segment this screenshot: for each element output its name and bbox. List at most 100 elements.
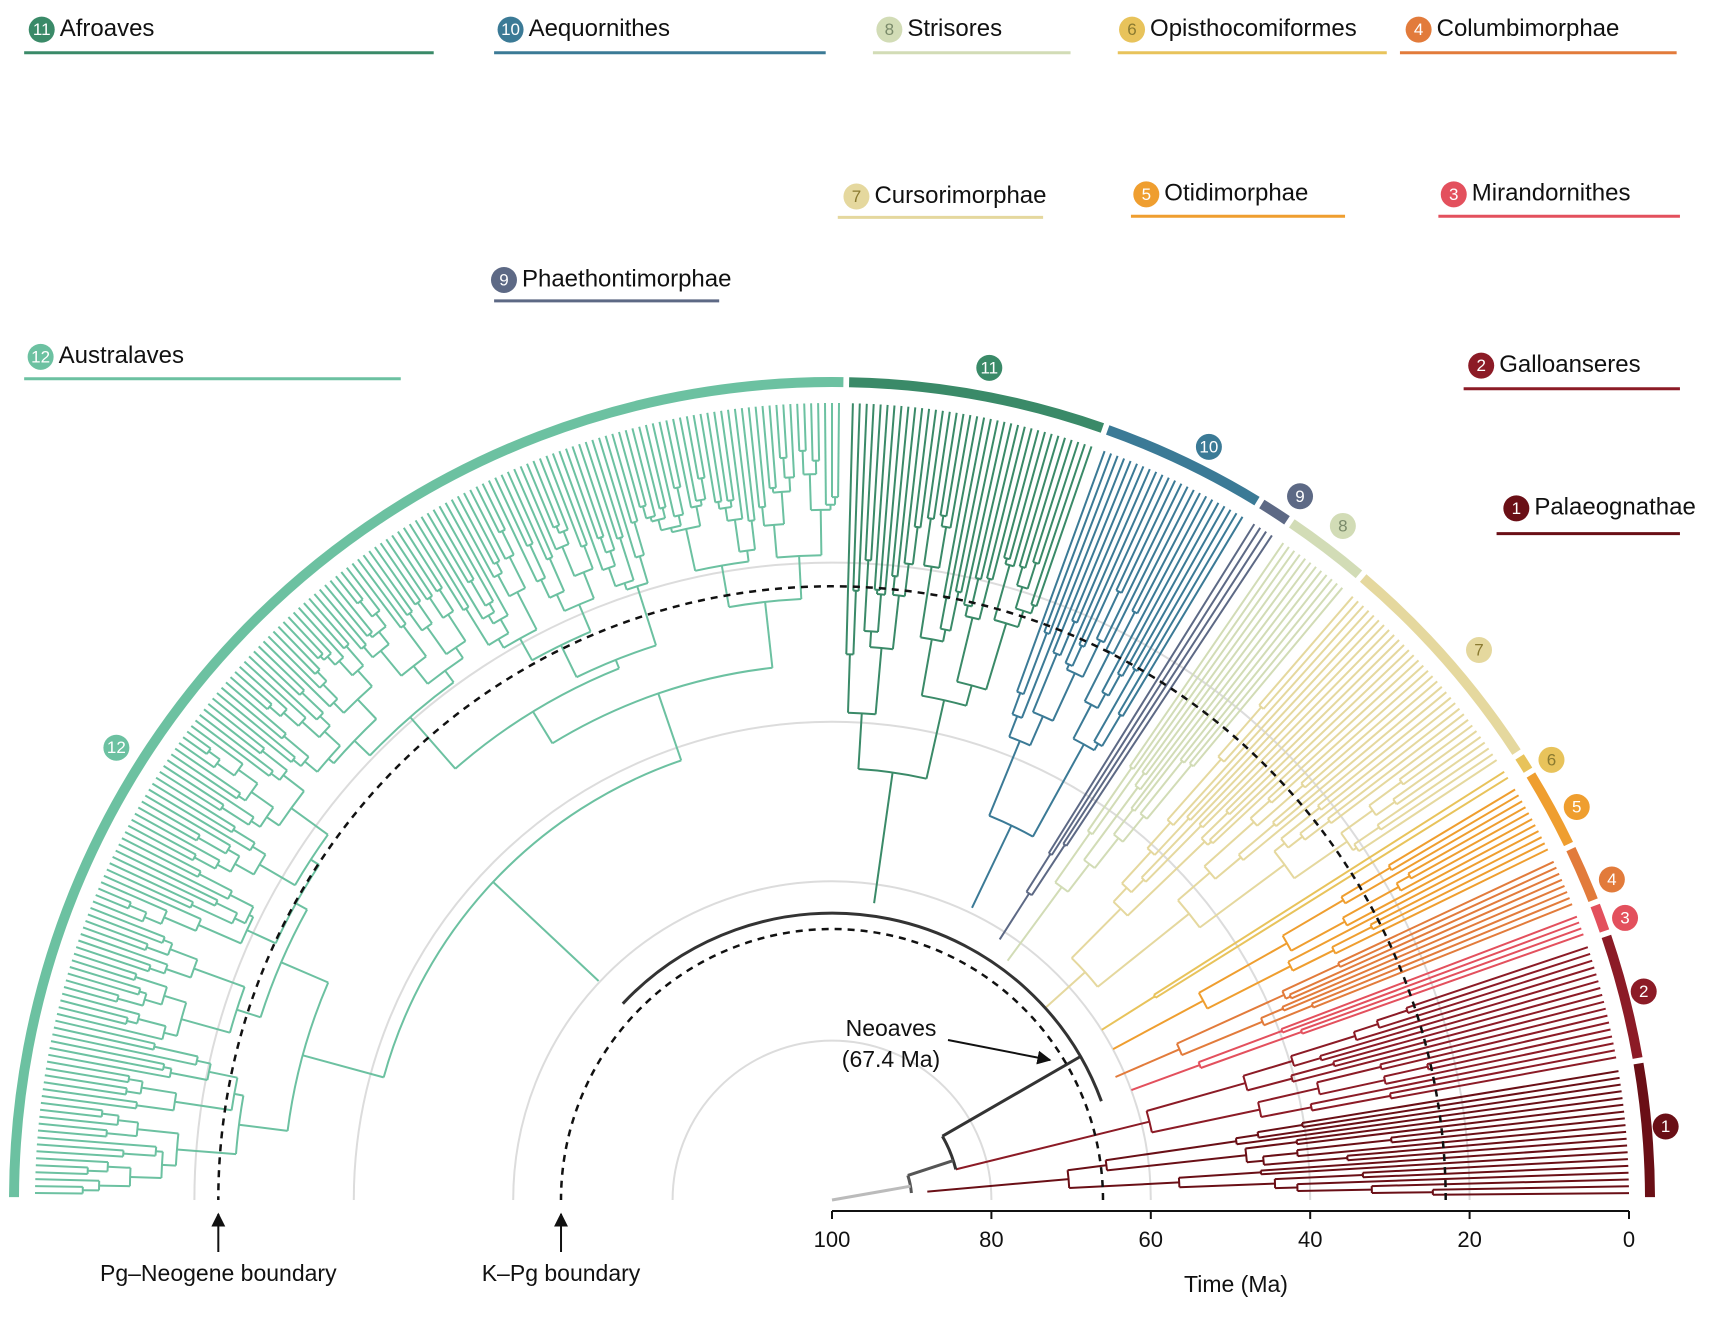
branch	[1334, 848, 1549, 955]
branch	[73, 952, 137, 975]
branch	[1293, 840, 1348, 880]
branch	[379, 542, 422, 602]
clade-number: 2	[1476, 356, 1485, 375]
branch	[1146, 1082, 1246, 1112]
branch	[1246, 1159, 1264, 1164]
branch	[121, 837, 199, 878]
branch	[170, 753, 238, 800]
branch	[1289, 872, 1560, 996]
branch	[71, 959, 135, 982]
branch	[436, 587, 443, 593]
branch	[727, 409, 744, 519]
branch	[1062, 531, 1267, 845]
clade-badge	[1405, 16, 1432, 43]
branch	[1067, 1164, 1107, 1172]
branch	[163, 994, 187, 1004]
branch	[798, 555, 803, 600]
branch	[353, 739, 371, 757]
branch	[282, 621, 319, 660]
branch	[213, 758, 221, 768]
branch	[117, 1119, 139, 1124]
branch	[297, 717, 307, 727]
clade-number: 12	[31, 347, 50, 366]
branch	[318, 588, 367, 646]
branch	[591, 439, 624, 538]
branch	[1371, 1178, 1629, 1188]
branch	[301, 721, 320, 739]
branch	[193, 967, 245, 988]
branch	[1207, 840, 1212, 846]
branch	[896, 407, 917, 577]
branch	[1390, 1137, 1393, 1143]
branch	[782, 457, 786, 478]
branch	[651, 517, 666, 523]
branch	[1257, 1124, 1303, 1134]
branch	[234, 863, 255, 876]
branch	[1281, 935, 1293, 952]
branch	[280, 961, 329, 984]
branch	[1282, 921, 1580, 1034]
branch	[109, 862, 194, 904]
branch	[631, 428, 657, 517]
branch	[162, 1063, 166, 1071]
branch	[87, 1169, 108, 1173]
clade-badge	[1466, 637, 1493, 664]
branch	[126, 1090, 141, 1095]
branch	[940, 515, 945, 527]
branch	[266, 703, 273, 710]
branch	[310, 858, 320, 866]
branch	[1283, 891, 1568, 1012]
branch	[412, 665, 429, 685]
branch	[1300, 782, 1306, 789]
branch	[160, 910, 168, 925]
branch	[48, 1053, 170, 1079]
branch	[1130, 566, 1317, 810]
branch	[1340, 809, 1374, 834]
branch	[991, 428, 1033, 580]
branch	[1048, 852, 1053, 856]
branch	[561, 546, 576, 577]
branch	[1287, 835, 1304, 849]
branch	[644, 424, 667, 508]
branch	[665, 420, 682, 488]
branch	[1300, 927, 1582, 1031]
branch	[1270, 664, 1424, 804]
branch	[1020, 458, 1126, 719]
branch	[1317, 804, 1322, 811]
branch	[808, 474, 812, 511]
clade-badge	[876, 16, 903, 43]
clade-badge	[1612, 904, 1639, 931]
branch	[1065, 534, 1273, 847]
branch	[1201, 634, 1395, 829]
branch	[938, 526, 948, 569]
branch	[168, 1068, 173, 1078]
branch	[250, 791, 274, 809]
branch	[985, 623, 1008, 690]
branch	[39, 1115, 118, 1126]
branch	[1263, 1004, 1313, 1027]
branch	[788, 477, 792, 492]
branch	[1071, 645, 1083, 667]
branch	[308, 597, 350, 645]
branch	[1065, 661, 1073, 667]
branch	[1105, 1140, 1237, 1162]
branch	[1378, 959, 1593, 1029]
clade-header: 12 Australaves	[24, 342, 401, 381]
branch	[748, 519, 755, 522]
clade-badge	[1598, 866, 1625, 893]
branch	[329, 579, 373, 633]
clade-number: 2	[1639, 982, 1648, 1001]
branch	[196, 1059, 211, 1065]
branch	[519, 466, 557, 550]
branch	[1016, 566, 1024, 586]
branch	[357, 558, 407, 625]
branch	[1301, 1070, 1619, 1124]
branch	[1347, 1137, 1627, 1162]
branch	[1296, 1097, 1623, 1142]
branch	[845, 403, 854, 655]
branch	[1281, 963, 1340, 993]
branch	[1380, 1007, 1606, 1066]
branch	[1275, 686, 1443, 827]
